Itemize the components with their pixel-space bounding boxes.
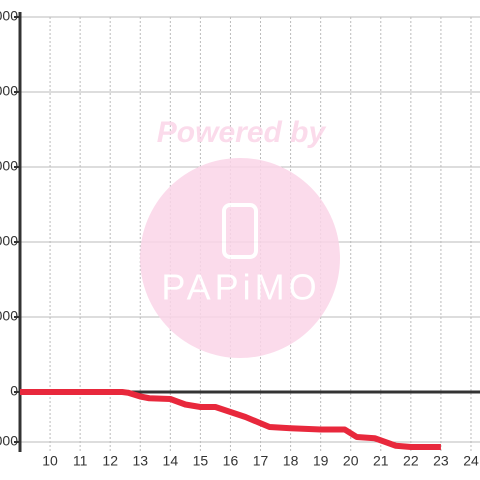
x-tick-label: 19	[313, 453, 329, 469]
x-tick-label: 11	[73, 453, 88, 469]
x-tick-label: 24	[463, 453, 479, 469]
x-tick-label: 23	[433, 453, 449, 469]
x-tick-label: 18	[283, 453, 299, 469]
x-tick-label: 16	[223, 453, 239, 469]
logo-text: PAPiMO	[161, 267, 320, 308]
y-tick-label: 0	[10, 383, 18, 399]
y-tick-label: 150,000	[0, 8, 18, 24]
y-tick-label: 60,000	[0, 233, 18, 249]
y-tick-label: 90,000	[0, 158, 18, 174]
logo-phone	[222, 203, 258, 259]
x-tick-label: 10	[42, 453, 58, 469]
y-tick-label: 30,000	[0, 308, 18, 324]
x-tick-label: 12	[102, 453, 118, 469]
x-tick-label: 17	[253, 453, 269, 469]
watermark-text: Powered by	[157, 116, 327, 149]
y-tick-label: 120,000	[0, 83, 18, 99]
x-tick-label: 13	[132, 453, 148, 469]
x-tick-label: 21	[373, 453, 389, 469]
data-line	[20, 389, 441, 450]
x-tick-label: 15	[193, 453, 209, 469]
x-tick-label: 14	[163, 453, 179, 469]
x-tick-label: 20	[343, 453, 359, 469]
watermark: Powered by PAPiMO	[140, 116, 340, 358]
y-tick-label: -20,000	[0, 433, 18, 449]
x-tick-label: 22	[403, 453, 419, 469]
